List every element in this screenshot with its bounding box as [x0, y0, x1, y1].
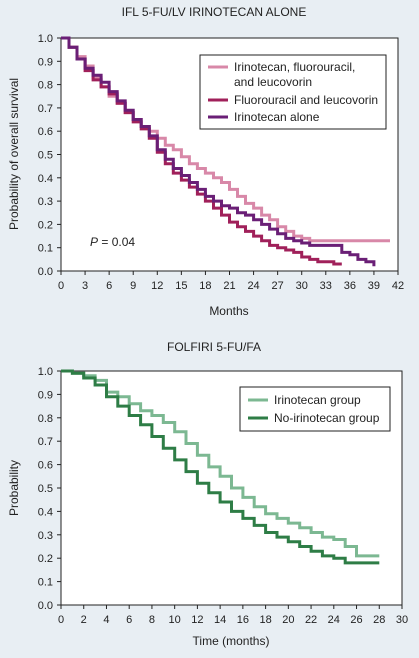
chart-1-y-tick-label: 0.9 [38, 56, 53, 68]
chart-1-x-tick-label: 18 [199, 280, 211, 292]
chart-1-y-tick-label: 0.8 [38, 80, 53, 92]
chart-2-x-tick-label: 10 [169, 614, 181, 626]
chart-1-y-tick-label: 0.4 [38, 173, 53, 185]
chart-2-x-tick-label: 26 [350, 614, 362, 626]
chart-1-legend-label-ifl-line2: and leucovorin [234, 75, 312, 89]
chart-2-x-tick-label: 2 [81, 614, 87, 626]
chart-1: IFL 5-FU/LV IRINOTECAN ALONE 0.00.10.20.… [7, 5, 404, 318]
chart-2-y-tick-label: 0.5 [38, 483, 53, 495]
chart-1-series [61, 36, 390, 267]
chart-1-x-tick-label: 15 [175, 280, 187, 292]
chart-1-x-tick-label: 12 [151, 280, 163, 292]
chart-2-y-tick-label: 0.2 [38, 553, 53, 565]
chart-2-x-tick-label: 16 [237, 614, 249, 626]
chart-1-x-tick-label: 36 [344, 280, 356, 292]
chart-1-p-value-annotation: P = 0.04 [90, 235, 135, 249]
chart-2-legend-label-irinotecan: Irinotecan group [274, 393, 361, 407]
chart-1-x-tick-label: 30 [296, 280, 308, 292]
chart-1-x-axis-label: Months [209, 304, 248, 318]
chart-2-y-tick-label: 0.0 [38, 600, 53, 612]
chart-1-x-axis: 0 3 6 9 12 15 18 21 24 27 30 33 36 39 42 [58, 271, 404, 292]
chart-1-legend: Irinotecan, fluorouracil, and leucovorin… [199, 54, 387, 130]
chart-1-x-tick-label: 39 [368, 280, 380, 292]
chart-2-series [61, 369, 380, 565]
chart-1-legend-label-fu-lv: Fluorouracil and leucovorin [234, 93, 378, 107]
chart-2-x-axis-label: Time (months) [193, 634, 270, 648]
chart-1-y-tick-label: 0.2 [38, 219, 53, 231]
chart-2-x-axis: 0 2 4 6 8 10 12 14 16 18 20 22 24 26 28 30 [58, 605, 408, 626]
chart-1-x-tick-label: 27 [272, 280, 284, 292]
chart-1-y-axis-label: Probability of overall survival [7, 78, 21, 230]
chart-1-y-tick-label: 0.0 [38, 266, 53, 278]
chart-1-y-tick-label: 0.3 [38, 196, 53, 208]
chart-2-legend-box [239, 386, 391, 432]
chart-1-legend-label-irinotecan-alone: Irinotecan alone [234, 110, 320, 124]
chart-2-y-tick-label: 0.8 [38, 413, 53, 425]
chart-2: FOLFIRI 5-FU/FA 0.0 0.1 0.2 0.3 0.4 0.5 0.6 0.7… [7, 340, 408, 648]
chart-1-x-tick-label: 42 [392, 280, 404, 292]
chart-1-y-axis: 0.0 0.1 0.2 0.3 0.4 0.5 0.6 0.7 0.8 0.9 1.0 [38, 33, 61, 278]
chart-2-x-tick-label: 22 [305, 614, 317, 626]
chart-1-y-tick-label: 1.0 [38, 33, 53, 45]
chart-1-x-tick-label: 24 [247, 280, 259, 292]
chart-2-x-tick-label: 6 [126, 614, 132, 626]
chart-2-legend: Irinotecan group No-irinotecan group [239, 386, 391, 432]
chart-2-x-tick-label: 0 [58, 614, 64, 626]
chart-1-x-tick-label: 9 [130, 280, 136, 292]
chart-1-y-tick-label: 0.1 [38, 243, 53, 255]
chart-2-y-axis-label: Probability [7, 460, 21, 516]
chart-2-x-tick-label: 24 [328, 614, 340, 626]
chart-1-legend-label-ifl-line1: Irinotecan, fluorouracil, [234, 60, 355, 74]
chart-1-legend-box [199, 54, 387, 130]
chart-1-title: IFL 5-FU/LV IRINOTECAN ALONE [122, 5, 307, 19]
chart-2-y-tick-label: 0.7 [38, 436, 53, 448]
chart-2-y-tick-label: 0.4 [38, 506, 53, 518]
chart-2-y-tick-label: 0.3 [38, 530, 53, 542]
chart-2-y-tick-label: 0.1 [38, 577, 53, 589]
chart-1-y-tick-label: 0.6 [38, 126, 53, 138]
chart-2-y-tick-label: 0.9 [38, 389, 53, 401]
chart-2-x-tick-label: 20 [282, 614, 294, 626]
chart-2-series-irinotecan-group [61, 369, 380, 558]
chart-1-y-tick-label: 0.5 [38, 150, 53, 162]
chart-2-x-tick-label: 14 [214, 614, 226, 626]
chart-2-y-axis: 0.0 0.1 0.2 0.3 0.4 0.5 0.6 0.7 0.8 0.9 1.0 [38, 366, 61, 612]
chart-2-x-tick-label: 12 [191, 614, 203, 626]
chart-2-x-tick-label: 30 [396, 614, 408, 626]
chart-1-x-tick-label: 21 [223, 280, 235, 292]
chart-2-x-tick-label: 28 [373, 614, 385, 626]
chart-2-x-tick-label: 18 [259, 614, 271, 626]
chart-1-x-tick-label: 0 [58, 280, 64, 292]
chart-2-x-tick-label: 8 [149, 614, 155, 626]
chart-1-x-tick-label: 6 [106, 280, 112, 292]
chart-2-series-no-irinotecan-group [61, 369, 380, 565]
chart-1-x-tick-label: 3 [82, 280, 88, 292]
chart-2-x-tick-label: 4 [103, 614, 109, 626]
chart-2-y-tick-label: 1.0 [38, 366, 53, 378]
chart-2-title: FOLFIRI 5-FU/FA [167, 340, 261, 354]
chart-1-y-tick-label: 0.7 [38, 103, 53, 115]
chart-1-x-tick-label: 33 [320, 280, 332, 292]
chart-1-series-irinotecan-alone [61, 36, 376, 267]
chart-2-y-tick-label: 0.6 [38, 460, 53, 472]
chart-2-legend-label-no-irinotecan: No-irinotecan group [274, 411, 380, 425]
